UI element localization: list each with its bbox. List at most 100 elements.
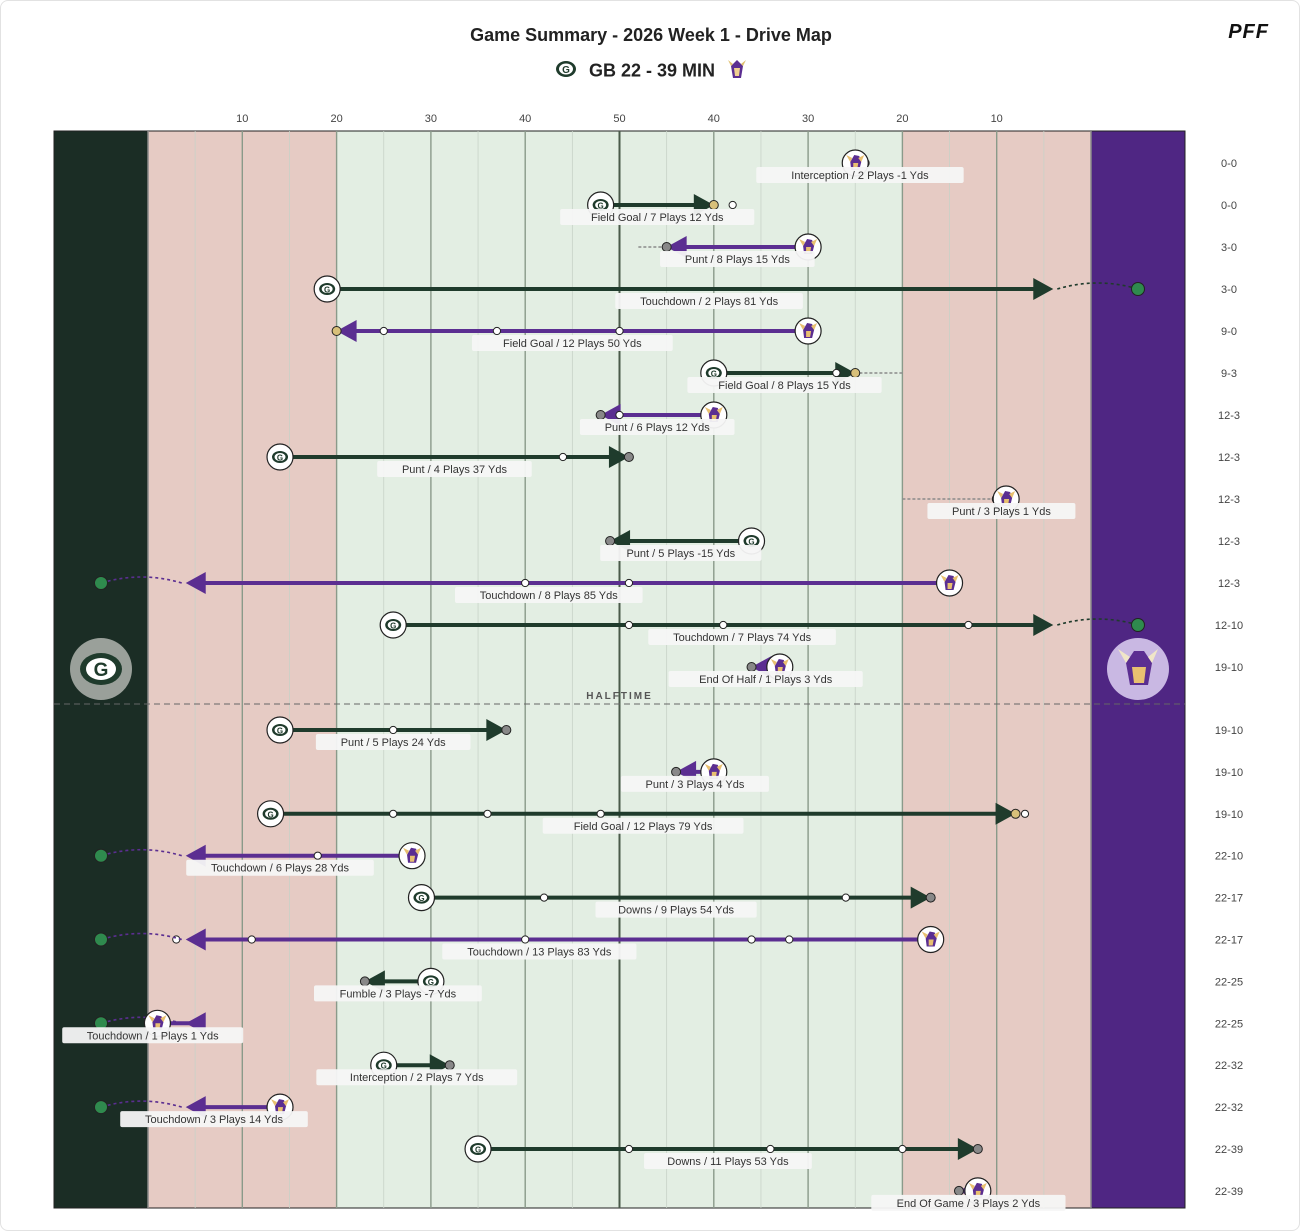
drive-label: Touchdown / 7 Plays 74 Yds <box>648 629 836 645</box>
score-label: 22-10 <box>1215 851 1243 863</box>
svg-text:G: G <box>562 65 570 76</box>
drive-label: Punt / 5 Plays -15 Yds <box>600 545 762 561</box>
drive-label-text: Touchdown / 7 Plays 74 Yds <box>673 632 811 644</box>
x-tick-label: 40 <box>708 113 720 125</box>
score-label: 12-3 <box>1218 410 1240 422</box>
svg-text:G: G <box>598 202 604 211</box>
touchdown-dot <box>94 1100 108 1115</box>
score-label: 22-17 <box>1215 935 1243 947</box>
score-label: 9-3 <box>1221 368 1237 380</box>
drive-label: Field Goal / 8 Plays 15 Yds <box>687 377 882 393</box>
end-dot <box>605 536 616 546</box>
drive-label-text: Interception / 2 Plays -1 Yds <box>791 170 929 182</box>
x-tick-label: 20 <box>330 113 342 125</box>
touchdown-arc <box>100 576 182 584</box>
play-dot <box>785 935 794 944</box>
drive-label: Field Goal / 12 Plays 79 Yds <box>542 817 744 834</box>
drive-label-text: Field Goal / 8 Plays 15 Yds <box>718 380 851 392</box>
drive-label-text: Punt / 5 Plays -15 Yds <box>626 548 735 560</box>
score-label: 22-17 <box>1215 893 1243 905</box>
drive-label-text: Downs / 11 Plays 53 Yds <box>667 1156 789 1168</box>
x-tick-label: 40 <box>519 113 531 125</box>
svg-text:G: G <box>267 810 273 819</box>
end-dot <box>623 452 634 462</box>
end-dot <box>972 1144 983 1154</box>
field-goal-dot <box>331 326 342 336</box>
drive-label: Punt / 3 Plays 4 Yds <box>620 775 769 792</box>
svg-text:G: G <box>390 622 396 631</box>
drive-label-text: Touchdown / 8 Plays 85 Yds <box>480 590 618 602</box>
svg-text:G: G <box>381 1062 387 1071</box>
drive-label: Punt / 6 Plays 12 Yds <box>579 419 735 435</box>
touchdown-dot <box>1131 282 1145 296</box>
svg-text:G: G <box>711 370 717 379</box>
drive-label-text: Touchdown / 6 Plays 28 Yds <box>211 863 349 875</box>
x-tick-label: 10 <box>236 113 248 125</box>
drive-label: Punt / 3 Plays 1 Yds <box>927 503 1076 519</box>
svg-text:G: G <box>277 454 283 463</box>
play-dot <box>389 809 398 818</box>
end-dot <box>501 725 512 735</box>
score-label: 22-25 <box>1215 976 1243 988</box>
touchdown-arc <box>1057 618 1139 626</box>
drive-label: Punt / 5 Plays 24 Yds <box>315 734 471 750</box>
drive-label-text: Punt / 3 Plays 1 Yds <box>952 506 1051 518</box>
touchdown-arc <box>1057 282 1139 290</box>
play-dot <box>558 452 568 462</box>
touchdown-dot <box>94 576 108 590</box>
drive-arrow-head <box>995 802 1016 825</box>
svg-text:G: G <box>748 538 754 547</box>
packers-logo-icon: G <box>555 61 576 82</box>
score-label: 3-0 <box>1221 242 1237 254</box>
touchdown-dot <box>94 932 108 947</box>
play-dot <box>615 326 624 336</box>
play-dot <box>898 1144 907 1154</box>
drive-label-text: Field Goal / 12 Plays 79 Yds <box>574 821 713 833</box>
play-dot <box>624 578 634 588</box>
drive-arrow-head <box>185 928 206 951</box>
play-dot <box>747 935 756 944</box>
drive-arrow-head <box>608 446 629 468</box>
vikings-logo-icon <box>935 569 964 597</box>
play-dot <box>379 326 388 336</box>
end-dot <box>444 1060 455 1071</box>
packers-logo-icon: G <box>407 883 436 912</box>
play-dot <box>832 368 841 378</box>
svg-text:G: G <box>428 978 434 987</box>
play-dot <box>624 1144 634 1154</box>
play-dot <box>389 725 398 735</box>
drive-arrow-head <box>185 572 206 594</box>
score-label: 22-25 <box>1215 1018 1243 1030</box>
drive-label: Downs / 9 Plays 54 Yds <box>595 901 757 918</box>
drive-label-text: Punt / 8 Plays 15 Yds <box>685 254 790 266</box>
pff-brand-logo: PFF <box>1228 21 1269 43</box>
play-dot <box>624 620 634 630</box>
score-label: 12-3 <box>1218 452 1240 464</box>
drive-arrow-head <box>1033 614 1054 636</box>
drive-label-text: Punt / 3 Plays 4 Yds <box>646 779 745 791</box>
drive-label: Downs / 11 Plays 53 Yds <box>644 1153 812 1169</box>
svg-text:G: G <box>418 894 424 903</box>
score-label: 22-32 <box>1215 1060 1243 1072</box>
touchdown-dot <box>1131 618 1145 632</box>
x-tick-label: 20 <box>896 113 908 125</box>
drive-label: Punt / 8 Plays 15 Yds <box>660 251 815 267</box>
x-tick-label: 50 <box>613 113 625 125</box>
packers-logo-icon: G <box>256 800 285 828</box>
field-goal-dot <box>850 368 861 378</box>
drive-label-text: Field Goal / 12 Plays 50 Yds <box>503 338 642 350</box>
play-dot <box>492 326 502 336</box>
drive-label-text: Fumble / 3 Plays -7 Yds <box>340 988 457 1000</box>
drive-label: Interception / 2 Plays 7 Yds <box>316 1069 518 1086</box>
play-dot <box>521 935 530 944</box>
touchdown-arc <box>100 932 182 941</box>
play-dot <box>521 578 530 588</box>
vikings-logo-icon <box>917 925 945 954</box>
drive-label: Touchdown / 2 Plays 81 Yds <box>615 293 803 309</box>
drive-label-text: Punt / 4 Plays 37 Yds <box>402 464 507 476</box>
drive-label: End Of Half / 1 Plays 3 Yds <box>668 671 863 687</box>
x-tick-label: 10 <box>991 113 1003 125</box>
drive-label-text: Interception / 2 Plays 7 Yds <box>350 1072 484 1084</box>
play-dot <box>964 620 973 630</box>
play-dot <box>728 200 737 210</box>
